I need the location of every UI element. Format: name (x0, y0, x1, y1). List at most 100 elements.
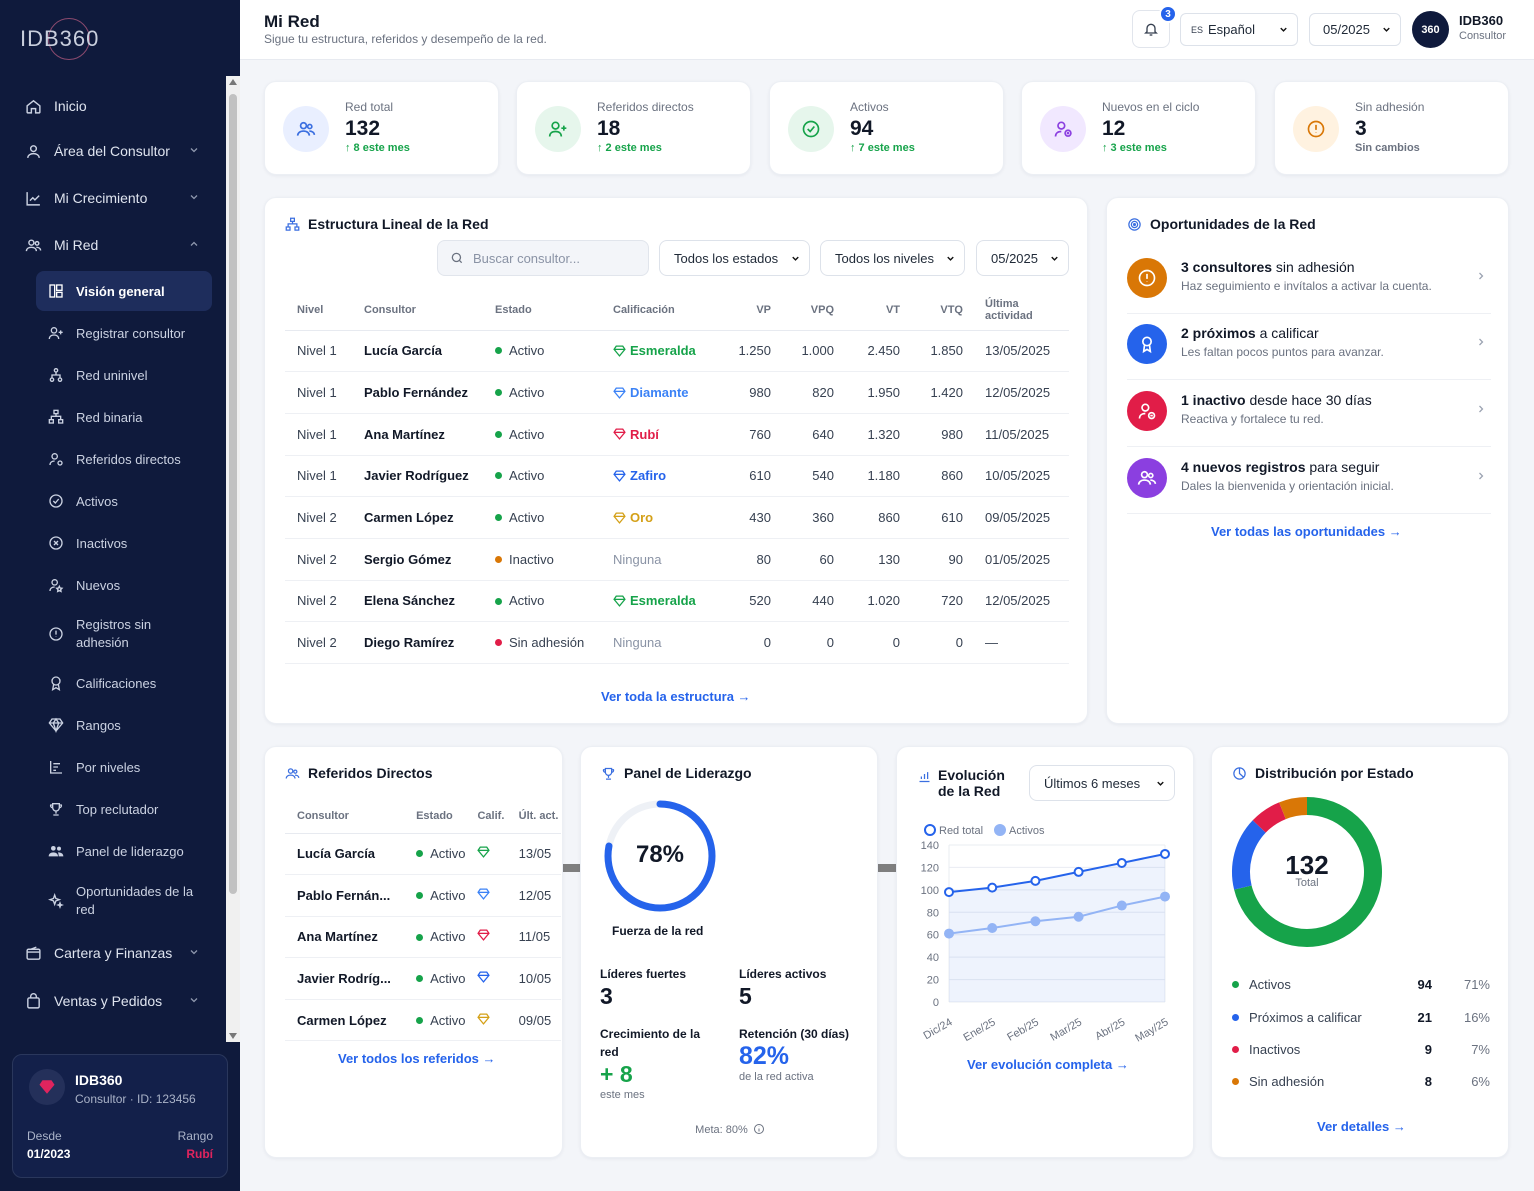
stat-card-activos[interactable]: Activos 94 ↑ 7 este mes (769, 81, 1004, 175)
search-input[interactable]: Buscar consultor... (437, 240, 649, 276)
sidebar-item-mi-red[interactable]: Mi Red (12, 225, 212, 265)
view-opportunities-link[interactable]: Ver todas las oportunidades → (1211, 524, 1402, 539)
col-calif[interactable]: Calif. (465, 799, 507, 834)
cell-estado: Activo (483, 413, 601, 456)
table-row[interactable]: Nivel 2 Sergio Gómez Inactivo Ninguna 80 60 13… (285, 538, 1069, 581)
sidebar-sub-por-niveles[interactable]: Por niveles (36, 747, 212, 787)
table-row[interactable]: Nivel 1 Lucía García Activo Esmeralda 1.250 1… (285, 330, 1069, 373)
view-evolution-link[interactable]: Ver evolución completa → (967, 1057, 1129, 1072)
sidebar-sub-label: Registros sin adhesión (76, 617, 152, 650)
brand-logo[interactable]: IDB360 (20, 16, 98, 62)
sidebar-item-mi-crecimiento[interactable]: Mi Crecimiento (12, 178, 212, 218)
sidebar-item-area-consultor[interactable]: Área del Consultor (12, 131, 212, 171)
col-nivel[interactable]: Nivel (285, 290, 352, 331)
table-row[interactable]: Nivel 1 Pablo Fernández Activo Diamante 980 8… (285, 371, 1069, 414)
cell-vtq: 90 (910, 538, 973, 581)
col-vt[interactable]: VT (844, 290, 910, 331)
sidebar-scrollbar[interactable] (226, 76, 240, 1042)
award-icon (48, 675, 64, 691)
avatar[interactable]: 360 (1412, 11, 1449, 48)
sidebar-sub-label: Visión general (76, 283, 165, 299)
stat-card-referidos[interactable]: Referidos directos 18 ↑ 2 este mes (516, 81, 751, 175)
profile-name: IDB360 (75, 1072, 123, 1088)
table-row[interactable]: Nivel 2 Elena Sánchez Activo Esmeralda 520 44… (285, 580, 1069, 623)
opportunity-item[interactable]: 1 inactivo desde hace 30 días Reactiva y… (1127, 381, 1491, 447)
language-select[interactable]: ES Español (1180, 13, 1298, 46)
cell-ult: 12/05 (506, 874, 561, 917)
scroll-up-icon[interactable] (229, 79, 237, 85)
col-vtq[interactable]: VTQ (910, 290, 973, 331)
sidebar-sub-calificaciones[interactable]: Calificaciones (36, 663, 212, 703)
opportunity-item[interactable]: 2 próximos a calificar Les faltan pocos … (1127, 314, 1491, 380)
trophy-icon (601, 766, 616, 781)
table-row[interactable]: Ana Martínez Activo 11/05 (285, 916, 561, 959)
table-row[interactable]: Nivel 1 Ana Martínez Activo Rubí 760 640 1.320… (285, 413, 1069, 456)
rank-text: Oro (630, 510, 654, 526)
table-row[interactable]: Nivel 1 Javier Rodríguez Activo Zafiro 610 54… (285, 455, 1069, 498)
growth-sub: este mes (600, 1089, 645, 1101)
col-consultor[interactable]: Consultor (352, 290, 483, 331)
profile-card[interactable]: IDB360 Consultor · ID: 123456 Desde 01/2… (12, 1054, 228, 1178)
chevron-down-icon (190, 148, 198, 153)
range-select[interactable]: Últimos 6 meses (1029, 765, 1175, 801)
table-row[interactable]: Javier Rodríg... Activo 10/05 (285, 957, 561, 1000)
sidebar-sub-top-reclutador[interactable]: Top reclutador (36, 789, 212, 829)
y-tick-label: 40 (927, 952, 939, 964)
opportunity-strong: 2 próximos (1181, 325, 1256, 341)
sidebar-sub-referidos-directos[interactable]: Referidos directos (36, 439, 212, 479)
view-structure-link[interactable]: Ver toda la estructura → (601, 689, 751, 704)
col-vpq[interactable]: VPQ (781, 290, 844, 331)
series-line (948, 852, 1166, 894)
data-point (987, 922, 998, 933)
sidebar-sub-oportunidades[interactable]: Oportunidades de la red (36, 881, 212, 921)
period-filter-select[interactable]: 05/2025 (976, 240, 1069, 276)
sidebar-sub-red-binaria[interactable]: Red binaria (36, 397, 212, 437)
scroll-down-icon[interactable] (229, 1033, 237, 1039)
level-filter-select[interactable]: Todos los niveles (820, 240, 965, 276)
col-calificacion[interactable]: Calificación (601, 290, 725, 331)
opportunity-item[interactable]: 3 consultores sin adhesión Haz seguimien… (1127, 248, 1491, 314)
user-name[interactable]: IDB360 (1459, 13, 1504, 28)
view-details-link[interactable]: Ver detalles → (1317, 1119, 1406, 1134)
col-ult-act[interactable]: Últ. act. (506, 799, 561, 834)
table-row[interactable]: Nivel 2 Carmen López Activo Oro 430 360 860 610… (285, 496, 1069, 539)
opportunity-item[interactable]: 4 nuevos registros para seguir Dales la … (1127, 448, 1491, 514)
info-icon[interactable] (753, 1123, 765, 1135)
col-ultima-actividad[interactable]: Última actividad (973, 290, 1069, 331)
user-role: Consultor (1459, 30, 1507, 42)
col-consultor[interactable]: Consultor (285, 799, 405, 834)
table-row[interactable]: Carmen López Activo 09/05 (285, 999, 561, 1042)
table-row[interactable]: Nivel 2 Diego Ramírez Sin adhesión Ninguna 0… (285, 621, 1069, 664)
sidebar-sub-nuevos[interactable]: Nuevos (36, 565, 212, 605)
col-estado[interactable]: Estado (404, 799, 466, 834)
status-dot (495, 389, 502, 397)
sidebar-sub-registrar-consultor[interactable]: Registrar consultor (36, 313, 212, 353)
gem-icon (613, 593, 630, 608)
cell-vp: 760 (725, 413, 781, 456)
table-row[interactable]: Lucía García Activo 13/05 (285, 833, 561, 876)
goal-value: Meta: 80% (695, 1124, 748, 1136)
sidebar-sub-rangos[interactable]: Rangos (36, 705, 212, 745)
table-row[interactable]: Pablo Fernán... Activo 12/05 (285, 874, 561, 917)
sidebar-item-cartera-finanzas[interactable]: Cartera y Finanzas (12, 933, 212, 973)
stat-card-nuevos[interactable]: Nuevos en el ciclo 12 ↑ 3 este mes (1021, 81, 1256, 175)
donut-slice (1279, 797, 1308, 820)
scrollbar-thumb[interactable] (229, 94, 237, 894)
sidebar-sub-vision-general[interactable]: Visión general (36, 271, 212, 311)
sidebar-sub-panel-liderazgo[interactable]: Panel de liderazgo (36, 831, 212, 871)
stat-card-red-total[interactable]: Red total 132 ↑ 8 este mes (264, 81, 499, 175)
col-vp[interactable]: VP (725, 290, 781, 331)
col-estado[interactable]: Estado (483, 290, 601, 331)
sidebar-sub-red-uninivel[interactable]: Red uninivel (36, 355, 212, 395)
status-filter-select[interactable]: Todos los estados (659, 240, 810, 276)
stat-card-sin-adhesion[interactable]: Sin adhesión 3 Sin cambios (1274, 81, 1509, 175)
sidebar-sub-inactivos[interactable]: Inactivos (36, 523, 212, 563)
period-select[interactable]: 05/2025 (1309, 13, 1401, 46)
notifications-button[interactable]: 3 (1132, 5, 1177, 48)
sidebar-item-inicio[interactable]: Inicio (12, 86, 212, 126)
sidebar-sub-activos[interactable]: Activos (36, 481, 212, 521)
sidebar-sub-registros-sin-adhesion[interactable]: Registros sin adhesión (36, 614, 212, 654)
sidebar-item-ventas-pedidos[interactable]: Ventas y Pedidos (12, 981, 212, 1021)
referrals-card: Referidos Directos Consultor Estado Cali… (264, 746, 563, 1158)
view-referrals-link[interactable]: Ver todos los referidos → (338, 1051, 496, 1066)
